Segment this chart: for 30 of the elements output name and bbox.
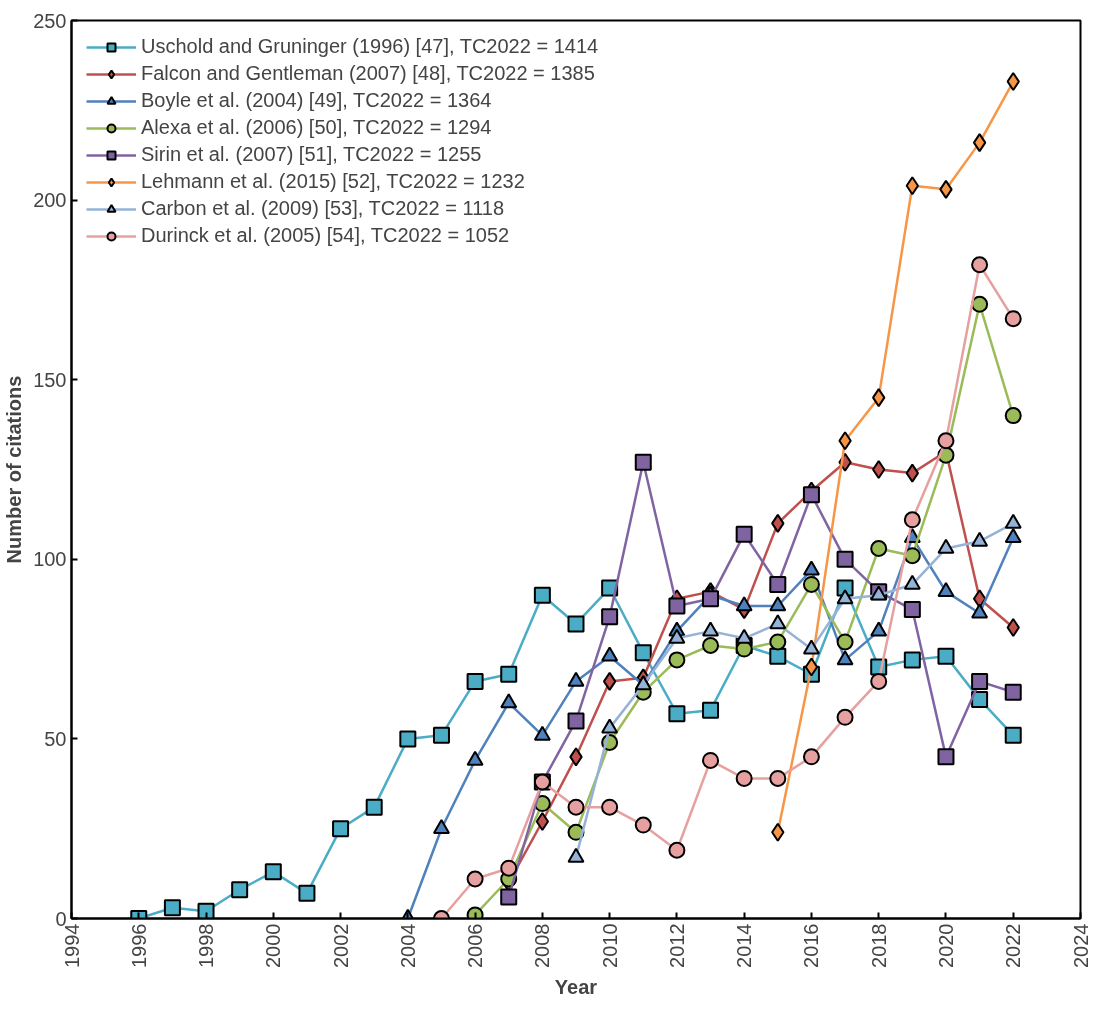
x-tick-label: 2006 [464,923,487,968]
legend-label: Sirin et al. (2007) [51], TC2022 = 1255 [141,143,482,166]
y-axis-title: Number of citations [3,375,26,564]
x-tick-label: 2022 [1002,923,1025,968]
x-tick-label: 2012 [665,923,688,968]
y-tick-label: 250 [33,9,67,32]
y-tick-label: 50 [44,727,67,750]
x-axis-title: Year [554,975,598,998]
legend-label: Lehmann et al. (2015) [52], TC2022 = 1232 [141,170,525,193]
x-tick-label: 2010 [598,923,621,968]
x-tick-label: 2008 [531,923,554,968]
x-tick-label: 1998 [195,923,218,968]
x-tick-label: 2024 [1069,923,1092,968]
y-tick-label: 150 [33,368,67,391]
legend-label: Carbon et al. (2009) [53], TC2022 = 1118 [141,197,505,220]
legend-label: Durinck et al. (2005) [54], TC2022 = 1052 [141,224,510,247]
x-tick-label: 2020 [934,923,957,968]
y-tick-label: 200 [33,189,67,212]
legend-label: Boyle et al. (2004) [49], TC2022 = 1364 [141,89,492,112]
x-tick-label: 2018 [867,923,890,968]
x-tick-label: 1996 [127,923,150,968]
x-tick-label: 2002 [329,923,352,968]
legend-label: Falcon and Gentleman (2007) [48], TC2022 = 1385 [141,62,595,85]
legend-label: Alexa et al. (2006) [50], TC2022 = 1294 [141,116,492,139]
x-tick-label: 2016 [800,923,823,968]
x-tick-label: 2004 [396,923,419,968]
legend-label: Uschold and Gruninger (1996) [47], TC2022 = 1414 [141,35,599,58]
x-tick-label: 2000 [262,923,285,968]
y-tick-label: 100 [33,548,67,571]
x-tick-label: 2014 [733,923,756,968]
